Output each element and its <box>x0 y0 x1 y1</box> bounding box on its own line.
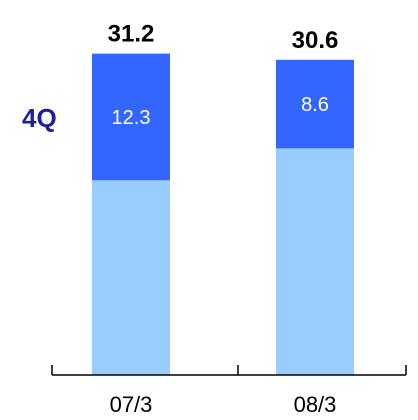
x-axis: 07/3 08/3 <box>51 365 407 417</box>
bar-segment-q4-2 <box>276 59 354 149</box>
bar-segment-base-2 <box>276 148 354 375</box>
segment-value-label: 8.6 <box>301 94 329 116</box>
total-value-label: 30.6 <box>292 27 339 54</box>
x-tick-label: 08/3 <box>294 392 337 417</box>
labels-group: 12.3 31.2 8.6 30.6 <box>108 21 339 129</box>
bars-group <box>92 53 354 375</box>
segment-value-label: 12.3 <box>112 107 151 129</box>
x-tick-label: 07/3 <box>110 392 153 417</box>
total-value-label: 31.2 <box>108 21 155 48</box>
bar-segment-base-1 <box>92 180 170 375</box>
bar-segment-q4-1 <box>92 53 170 181</box>
series-label-4q: 4Q <box>22 103 57 133</box>
